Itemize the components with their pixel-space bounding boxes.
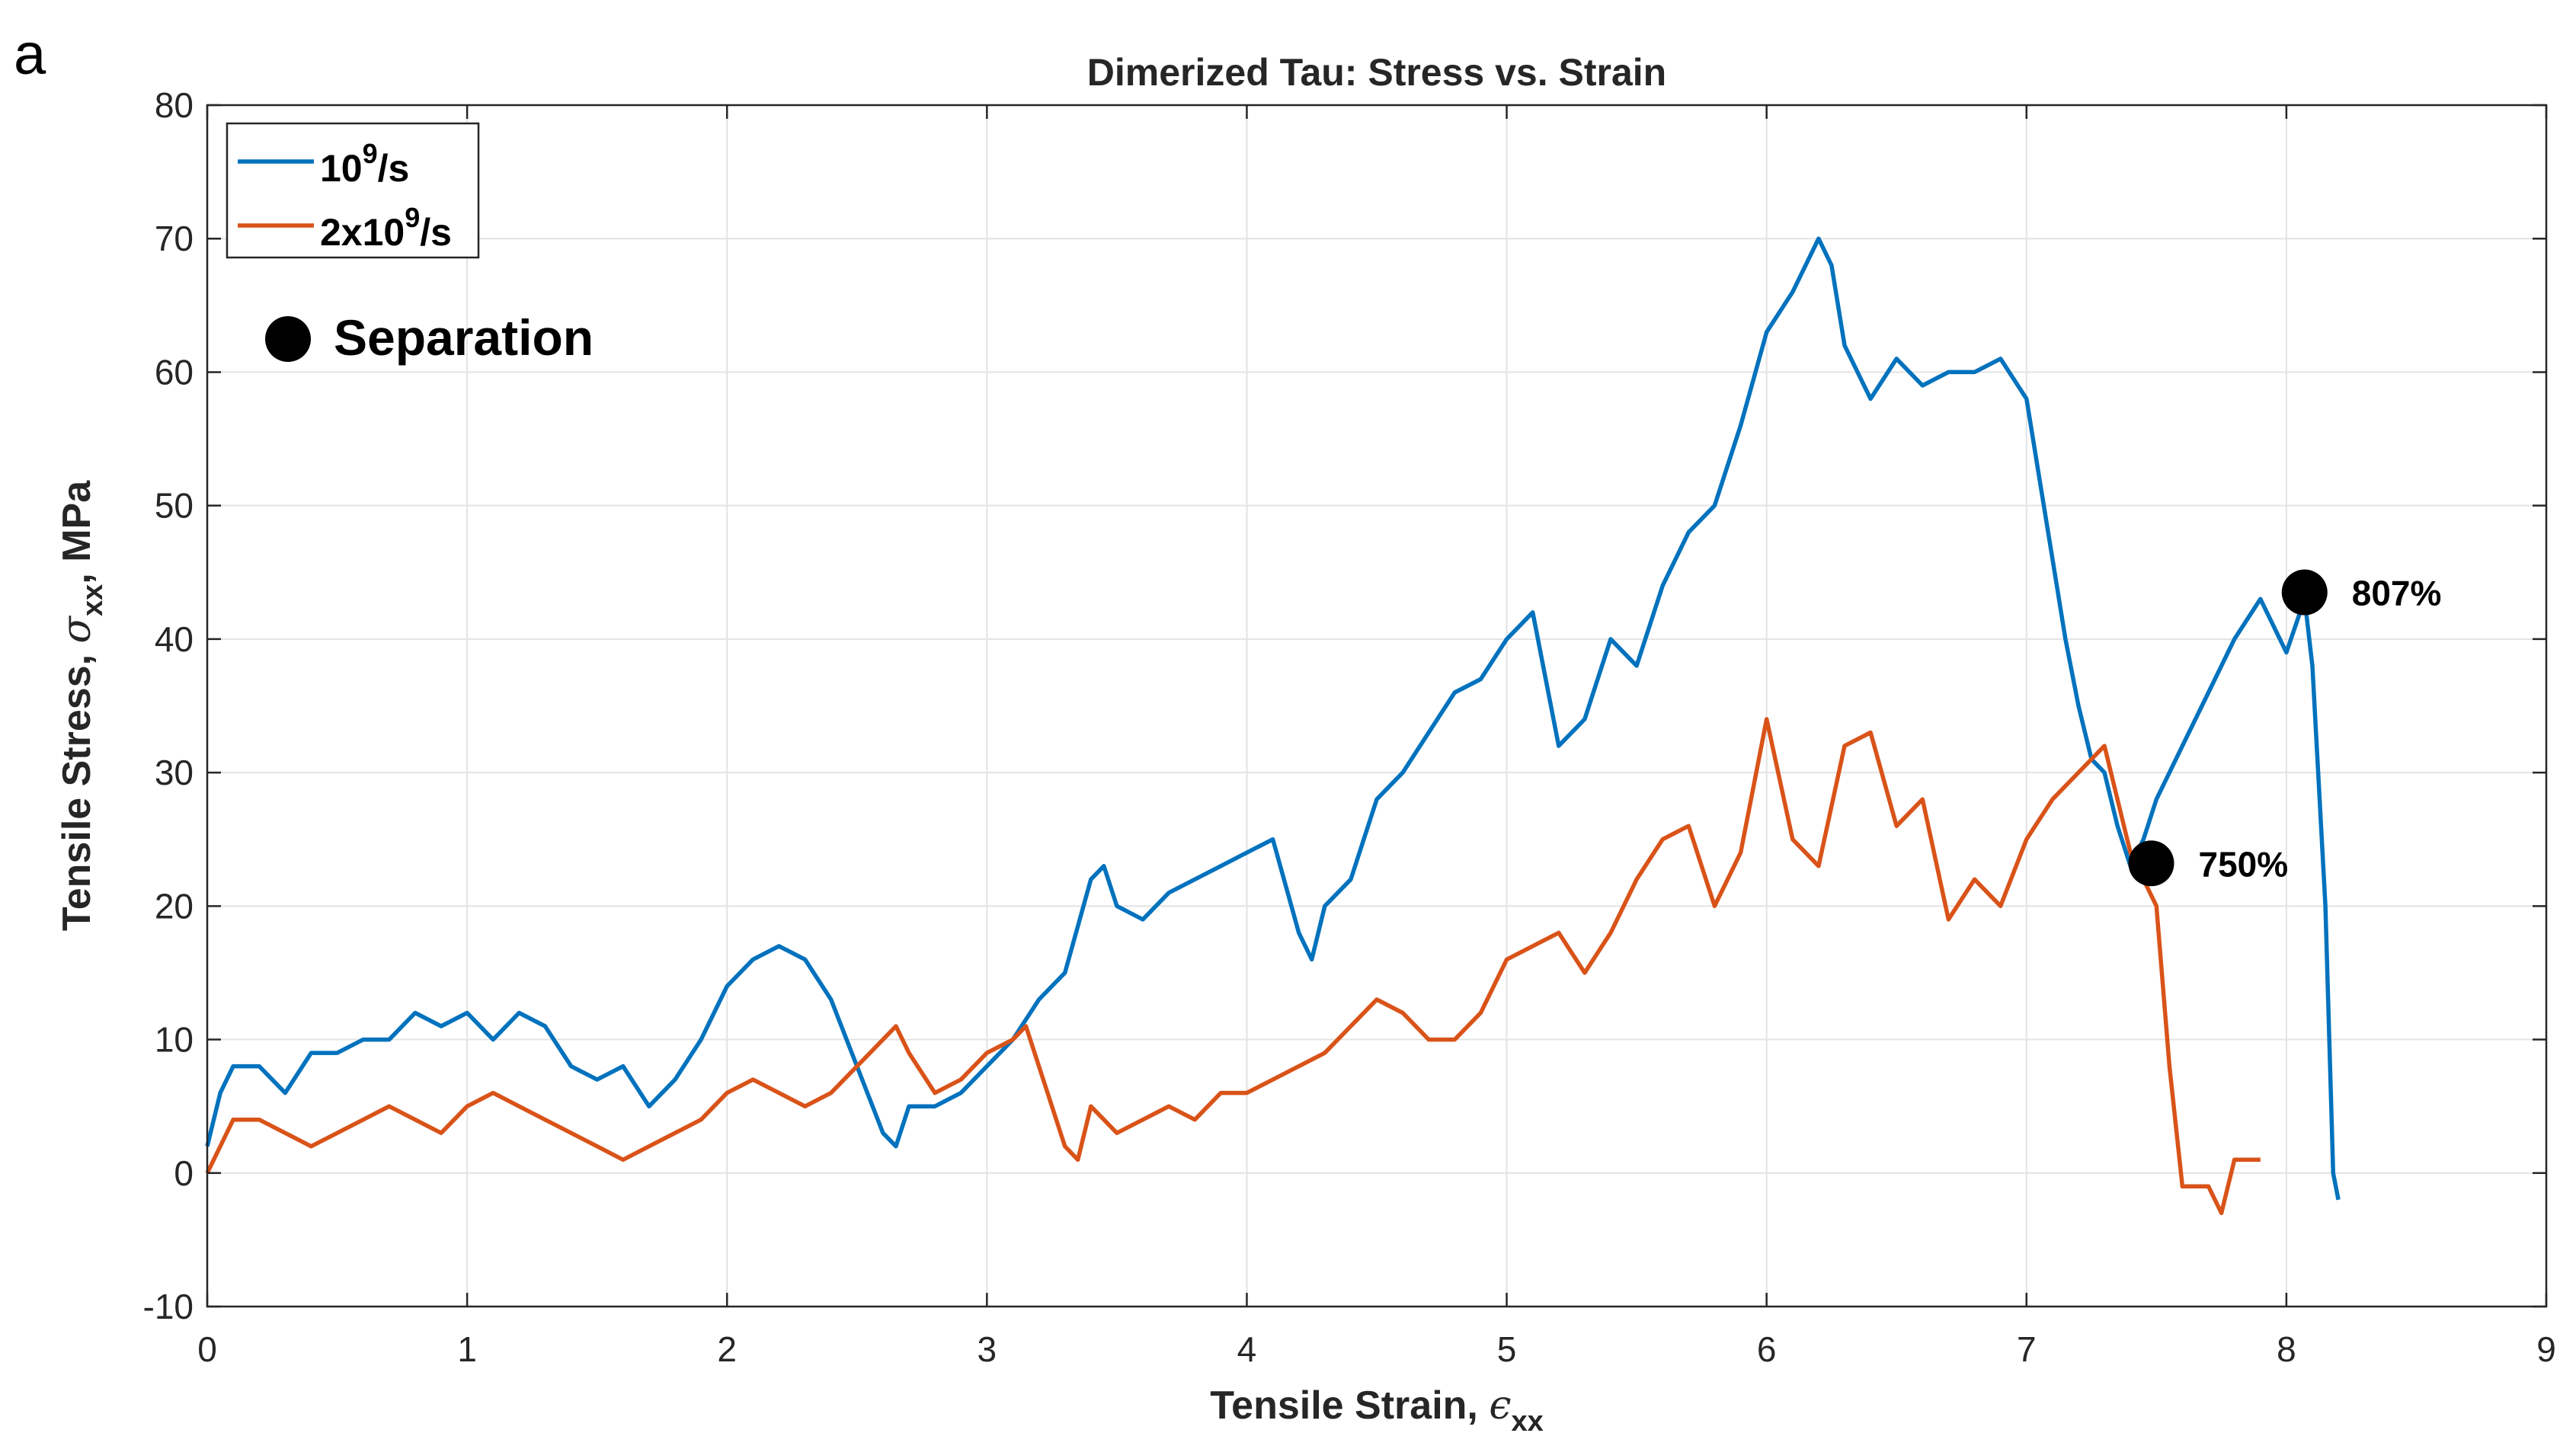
x-tick-label: 4 bbox=[1237, 1329, 1257, 1369]
y-tick-label: 70 bbox=[155, 219, 194, 258]
x-tick-label: 8 bbox=[2277, 1329, 2296, 1369]
legend-label-base: 2x10 bbox=[320, 211, 405, 254]
x-tick-label: 5 bbox=[1497, 1329, 1517, 1369]
chart-title: Dimerized Tau: Stress vs. Strain bbox=[1087, 51, 1666, 94]
legend-label-1: 109/s bbox=[320, 138, 409, 190]
plot-area bbox=[207, 105, 2546, 1307]
legend-label-sup: 9 bbox=[405, 202, 420, 233]
separation-marker-icon bbox=[265, 316, 311, 362]
legend-label-sup: 9 bbox=[363, 138, 378, 169]
y-tick-label: 80 bbox=[155, 85, 194, 125]
x-tick-label: 1 bbox=[457, 1329, 477, 1369]
panel-label: a bbox=[14, 22, 46, 87]
y-tick-label: 20 bbox=[155, 886, 194, 926]
x-tick-label: 7 bbox=[2017, 1329, 2037, 1369]
separation-point-2 bbox=[2128, 840, 2174, 887]
y-axis-label-symbol: σ bbox=[54, 615, 100, 643]
y-axis-label-tail: , MPa bbox=[55, 480, 99, 584]
series-group bbox=[205, 236, 2341, 1216]
legend-label-tail: /s bbox=[378, 147, 410, 190]
legend-box bbox=[226, 122, 480, 259]
y-axis-label: Tensile Stress, σxx, MPa bbox=[54, 480, 109, 931]
x-tick-label: 2 bbox=[717, 1329, 737, 1369]
separation-point-1 bbox=[2281, 569, 2328, 616]
y-tick-label: 60 bbox=[155, 352, 194, 392]
x-tick-label: 6 bbox=[1757, 1329, 1777, 1369]
separation-legend-label: Separation bbox=[334, 309, 594, 366]
series-line-1 bbox=[205, 236, 2341, 1201]
x-tick-label: 9 bbox=[2536, 1329, 2556, 1369]
x-tick-label: 3 bbox=[978, 1329, 997, 1369]
y-tick-label: 30 bbox=[155, 753, 194, 792]
x-axis-label-text: Tensile Strain, bbox=[1210, 1383, 1489, 1428]
y-tick-label: 10 bbox=[155, 1020, 194, 1060]
y-tick-label: 0 bbox=[174, 1153, 194, 1193]
separation-label-1: 807% bbox=[2352, 574, 2442, 613]
axes-box bbox=[206, 104, 2548, 1308]
series-line-2 bbox=[205, 717, 2261, 1216]
x-tick-label: 0 bbox=[197, 1329, 217, 1369]
separation-label-2: 750% bbox=[2199, 844, 2289, 884]
y-tick-label: 40 bbox=[155, 619, 194, 659]
legend-label-2: 2x109/s bbox=[320, 202, 452, 254]
x-axis-label-sub: xx bbox=[1511, 1406, 1543, 1438]
x-axis-label-symbol: ϵ bbox=[1489, 1383, 1511, 1428]
legend-label-tail: /s bbox=[420, 211, 452, 254]
y-axis-label-sub: xx bbox=[77, 584, 109, 616]
x-axis-label: Tensile Strain, ϵxx bbox=[1210, 1383, 1543, 1438]
y-axis-label-text: Tensile Stress, bbox=[55, 643, 99, 931]
y-tick-label: 50 bbox=[155, 486, 194, 526]
y-tick-label: -10 bbox=[143, 1287, 194, 1326]
legend-label-base: 10 bbox=[320, 147, 363, 190]
